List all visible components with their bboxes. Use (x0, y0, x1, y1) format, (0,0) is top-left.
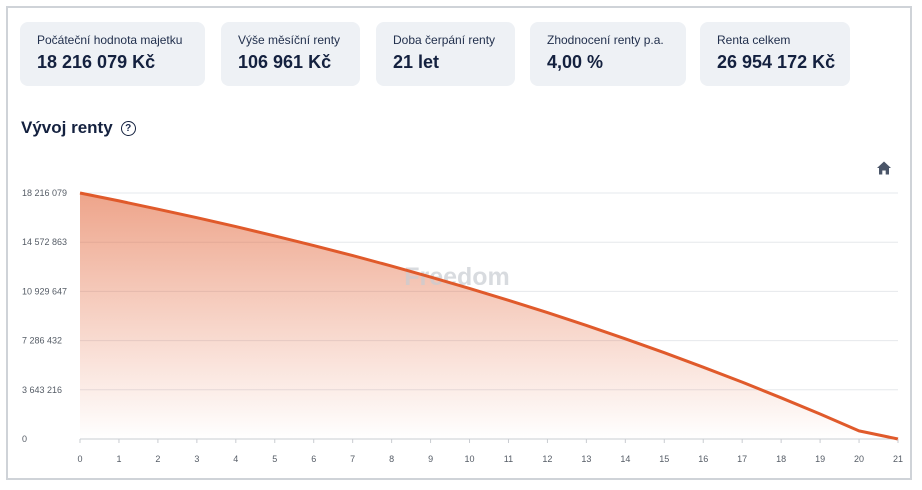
x-tick-label: 2 (155, 454, 160, 464)
y-tick-label: 14 572 863 (22, 237, 67, 247)
help-icon[interactable]: ? (120, 120, 136, 136)
card-label: Zhodnocení renty p.a. (547, 33, 664, 47)
line-layer (79, 191, 899, 441)
area-fill (80, 193, 898, 439)
x-tick-label: 11 (504, 454, 513, 464)
x-tick-label: 1 (116, 454, 121, 464)
x-tick-label: 3 (194, 454, 199, 464)
x-axis-ticks: 0 1 2 3 4 5 6 7 8 9 10 11 12 13 14 15 16 17 18 19 20 21 (77, 439, 903, 464)
x-tick-label: 15 (659, 454, 669, 464)
x-tick-label: 17 (737, 454, 747, 464)
x-tick-label: 18 (776, 454, 786, 464)
x-tick-label: 5 (272, 454, 277, 464)
x-tick-label: 8 (389, 454, 394, 464)
card-value: 18 216 079 Kč (37, 52, 156, 72)
chart-header: Vývoj renty ? (21, 118, 136, 138)
x-tick-label: 21 (893, 454, 903, 464)
series-line (79, 191, 899, 441)
card-value: 26 954 172 Kč (717, 52, 836, 72)
card-rent-appreciation: Zhodnocení renty p.a. 4,00 % (530, 22, 686, 86)
x-tick-label: 19 (815, 454, 825, 464)
card-label: Doba čerpání renty (393, 33, 496, 47)
x-tick-label: 0 (77, 454, 82, 464)
y-tick-label: 3 643 216 (22, 385, 62, 395)
x-tick-label: 16 (698, 454, 708, 464)
card-label: Počáteční hodnota majetku (37, 33, 183, 47)
watermark: Freedom (404, 263, 510, 291)
y-tick-label: 18 216 079 (22, 188, 67, 198)
x-tick-label: 10 (465, 454, 475, 464)
x-tick-label: 9 (428, 454, 433, 464)
card-monthly-rent: Výše měsíční renty 106 961 Kč (221, 22, 360, 86)
y-axis-ticks: 0 3 643 216 7 286 432 10 929 647 14 572 863 1… (22, 188, 67, 444)
home-icon[interactable] (876, 160, 892, 176)
x-tick-label: 6 (311, 454, 316, 464)
card-value: 21 let (393, 52, 440, 72)
area-layer (80, 193, 898, 439)
card-total-rent: Renta celkem 26 954 172 Kč (700, 22, 850, 86)
card-initial-asset-value: Počáteční hodnota majetku 18 216 079 Kč (20, 22, 205, 86)
x-tick-label: 20 (854, 454, 864, 464)
card-value: 4,00 % (547, 52, 604, 72)
card-label: Renta celkem (717, 33, 791, 47)
x-tick-label: 12 (542, 454, 552, 464)
card-rent-duration: Doba čerpání renty 21 let (376, 22, 515, 86)
y-tick-label: 10 929 647 (22, 286, 67, 296)
x-tick-label: 4 (233, 454, 238, 464)
x-tick-label: 14 (620, 454, 630, 464)
x-tick-label: 13 (581, 454, 591, 464)
x-tick-label: 7 (350, 454, 355, 464)
y-tick-label: 7 286 432 (22, 336, 62, 346)
y-tick-label: 0 (22, 434, 27, 444)
chart-title: Vývoj renty (21, 118, 113, 137)
card-value: 106 961 Kč (238, 52, 332, 72)
card-label: Výše měsíční renty (238, 33, 341, 47)
